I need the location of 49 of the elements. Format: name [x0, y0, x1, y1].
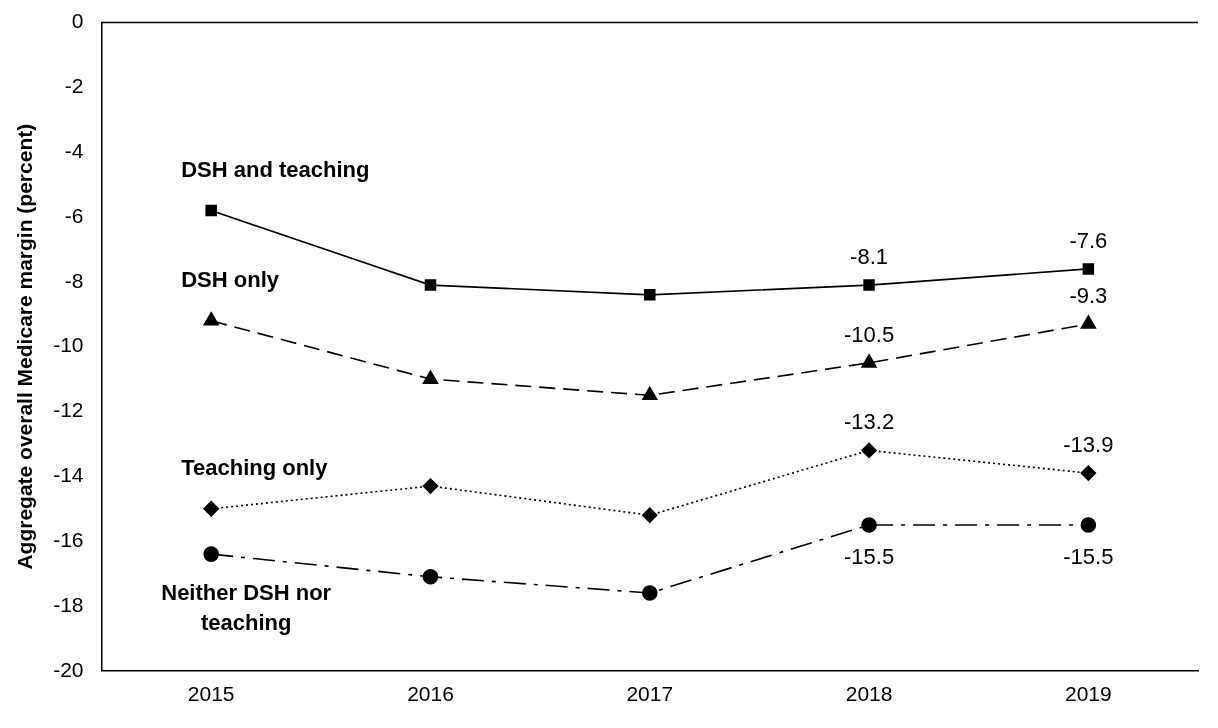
point [863, 279, 875, 291]
point [644, 289, 656, 301]
series-label: DSH and teaching [181, 156, 370, 182]
series-label: Teaching only [181, 454, 329, 480]
data-label: -9.3 [1069, 283, 1108, 309]
y-tick-label: -18 [53, 592, 84, 616]
data-label: -15.5 [1063, 544, 1114, 570]
y-tick-label: -16 [53, 527, 84, 551]
data-label: -13.2 [843, 409, 895, 435]
point [203, 311, 219, 326]
point [203, 500, 219, 517]
x-tick-label: 2018 [845, 682, 893, 706]
x-tick-label: 2015 [187, 682, 235, 706]
series-label: DSH only [181, 266, 280, 292]
y-tick-label: -20 [53, 657, 84, 681]
x-tick-label: 2017 [626, 682, 674, 706]
point [424, 279, 437, 291]
point [861, 517, 877, 533]
point [642, 386, 658, 401]
y-tick-label: -10 [53, 333, 84, 357]
point [861, 442, 877, 459]
point [1082, 263, 1095, 275]
point [205, 204, 217, 217]
y-tick-label: 0 [71, 9, 84, 33]
y-tick-label: -14 [53, 463, 84, 487]
x-tick-label: 2019 [1065, 682, 1112, 706]
point [861, 354, 877, 368]
point [422, 370, 439, 384]
data-label: -15.5 [843, 544, 895, 570]
y-tick-label: -2 [64, 74, 84, 98]
point [1080, 465, 1097, 481]
data-label: -8.1 [850, 244, 889, 270]
data-label: -7.6 [1069, 227, 1108, 253]
x-tick-label: 2016 [407, 682, 454, 706]
point [1080, 315, 1097, 329]
y-tick-label: -4 [64, 139, 84, 163]
y-tick-label: -8 [64, 268, 84, 292]
y-tick-label: -6 [64, 203, 84, 227]
point [203, 546, 219, 562]
point [422, 478, 439, 494]
series-label: Neither DSH nor teaching [161, 580, 332, 636]
data-label: -13.9 [1063, 432, 1114, 458]
point [641, 585, 658, 601]
data-label: -10.5 [843, 321, 895, 347]
y-axis-title: Aggregate overall Medicare margin (percent) [13, 123, 37, 570]
point [422, 569, 439, 585]
point [1080, 517, 1097, 533]
y-tick-label: -12 [53, 398, 84, 422]
point [641, 507, 658, 524]
